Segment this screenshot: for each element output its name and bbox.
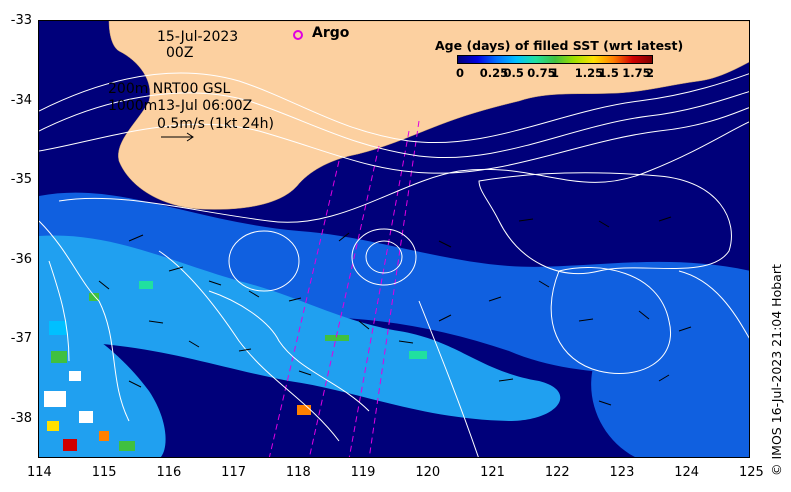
colorbar-tick-label: 1.25: [574, 66, 604, 80]
east-mid-region: [591, 341, 749, 457]
colorbar-tick-label: 1.5: [598, 66, 619, 80]
southwest-ocean-region: [39, 311, 166, 457]
colorbar-title: Age (days) of filled SST (wrt latest): [435, 38, 684, 53]
colorbar-tick-label: 1: [551, 66, 560, 80]
x-tick-label: 124: [674, 465, 700, 480]
x-tick-label: 121: [480, 465, 505, 480]
y-tick-label: -34: [10, 92, 32, 108]
colorbar-tick-label: 0.25: [479, 66, 509, 80]
land-mass: [108, 21, 749, 210]
colorbar-tick-label: 1.75: [622, 66, 651, 80]
x-tick-label: 118: [285, 465, 311, 480]
colorbar-tick-label: 2: [646, 66, 655, 80]
colorbar-tick-label: 0.5: [503, 66, 524, 80]
filled-sst-patches: [44, 69, 693, 451]
velocity-scale-label: 0.5m/s (1kt 24h): [157, 116, 274, 132]
velocity-scale-arrow: [161, 132, 194, 142]
y-tick-label: -33: [10, 13, 32, 28]
x-tick-label: 115: [91, 465, 117, 480]
y-tick-label: -35: [10, 172, 32, 188]
ssh-contours: [39, 72, 749, 457]
x-tick-label: 120: [415, 465, 441, 480]
argo-marker-icon: [293, 30, 303, 40]
map-frame: [38, 20, 750, 458]
y-tick-label: -38: [10, 411, 32, 426]
time-label: 00Z: [166, 45, 194, 61]
colorbar-tick-label: 0: [456, 66, 465, 80]
date-label: 15-Jul-2023: [157, 29, 239, 45]
argo-label: Argo: [312, 25, 350, 41]
x-tick-label: 116: [156, 465, 182, 480]
x-tick-label: 117: [221, 465, 246, 480]
y-tick-label: -36: [10, 251, 32, 267]
credit-label: © IMOS 16-Jul-2023 21:04 Hobart: [769, 264, 784, 476]
depth-line-1: 200m NRT00 GSL: [108, 81, 231, 97]
velocity-arrows: [98, 216, 692, 406]
x-tick-label: 123: [609, 465, 635, 480]
x-tick-label: 122: [544, 465, 570, 480]
argo-tracks: [268, 120, 420, 457]
x-tick-label: 114: [27, 465, 52, 480]
y-tick-label: -37: [10, 331, 32, 347]
colorbar-tick-label: 0.75: [527, 66, 556, 80]
depth-line-2: 1000m13-Jul 06:00Z: [108, 98, 253, 114]
x-tick-label: 119: [350, 465, 376, 480]
x-tick-label: 125: [739, 465, 764, 480]
mid-ocean-region: [39, 192, 749, 381]
map-svg[interactable]: [39, 21, 750, 458]
colorbar: [457, 55, 653, 64]
